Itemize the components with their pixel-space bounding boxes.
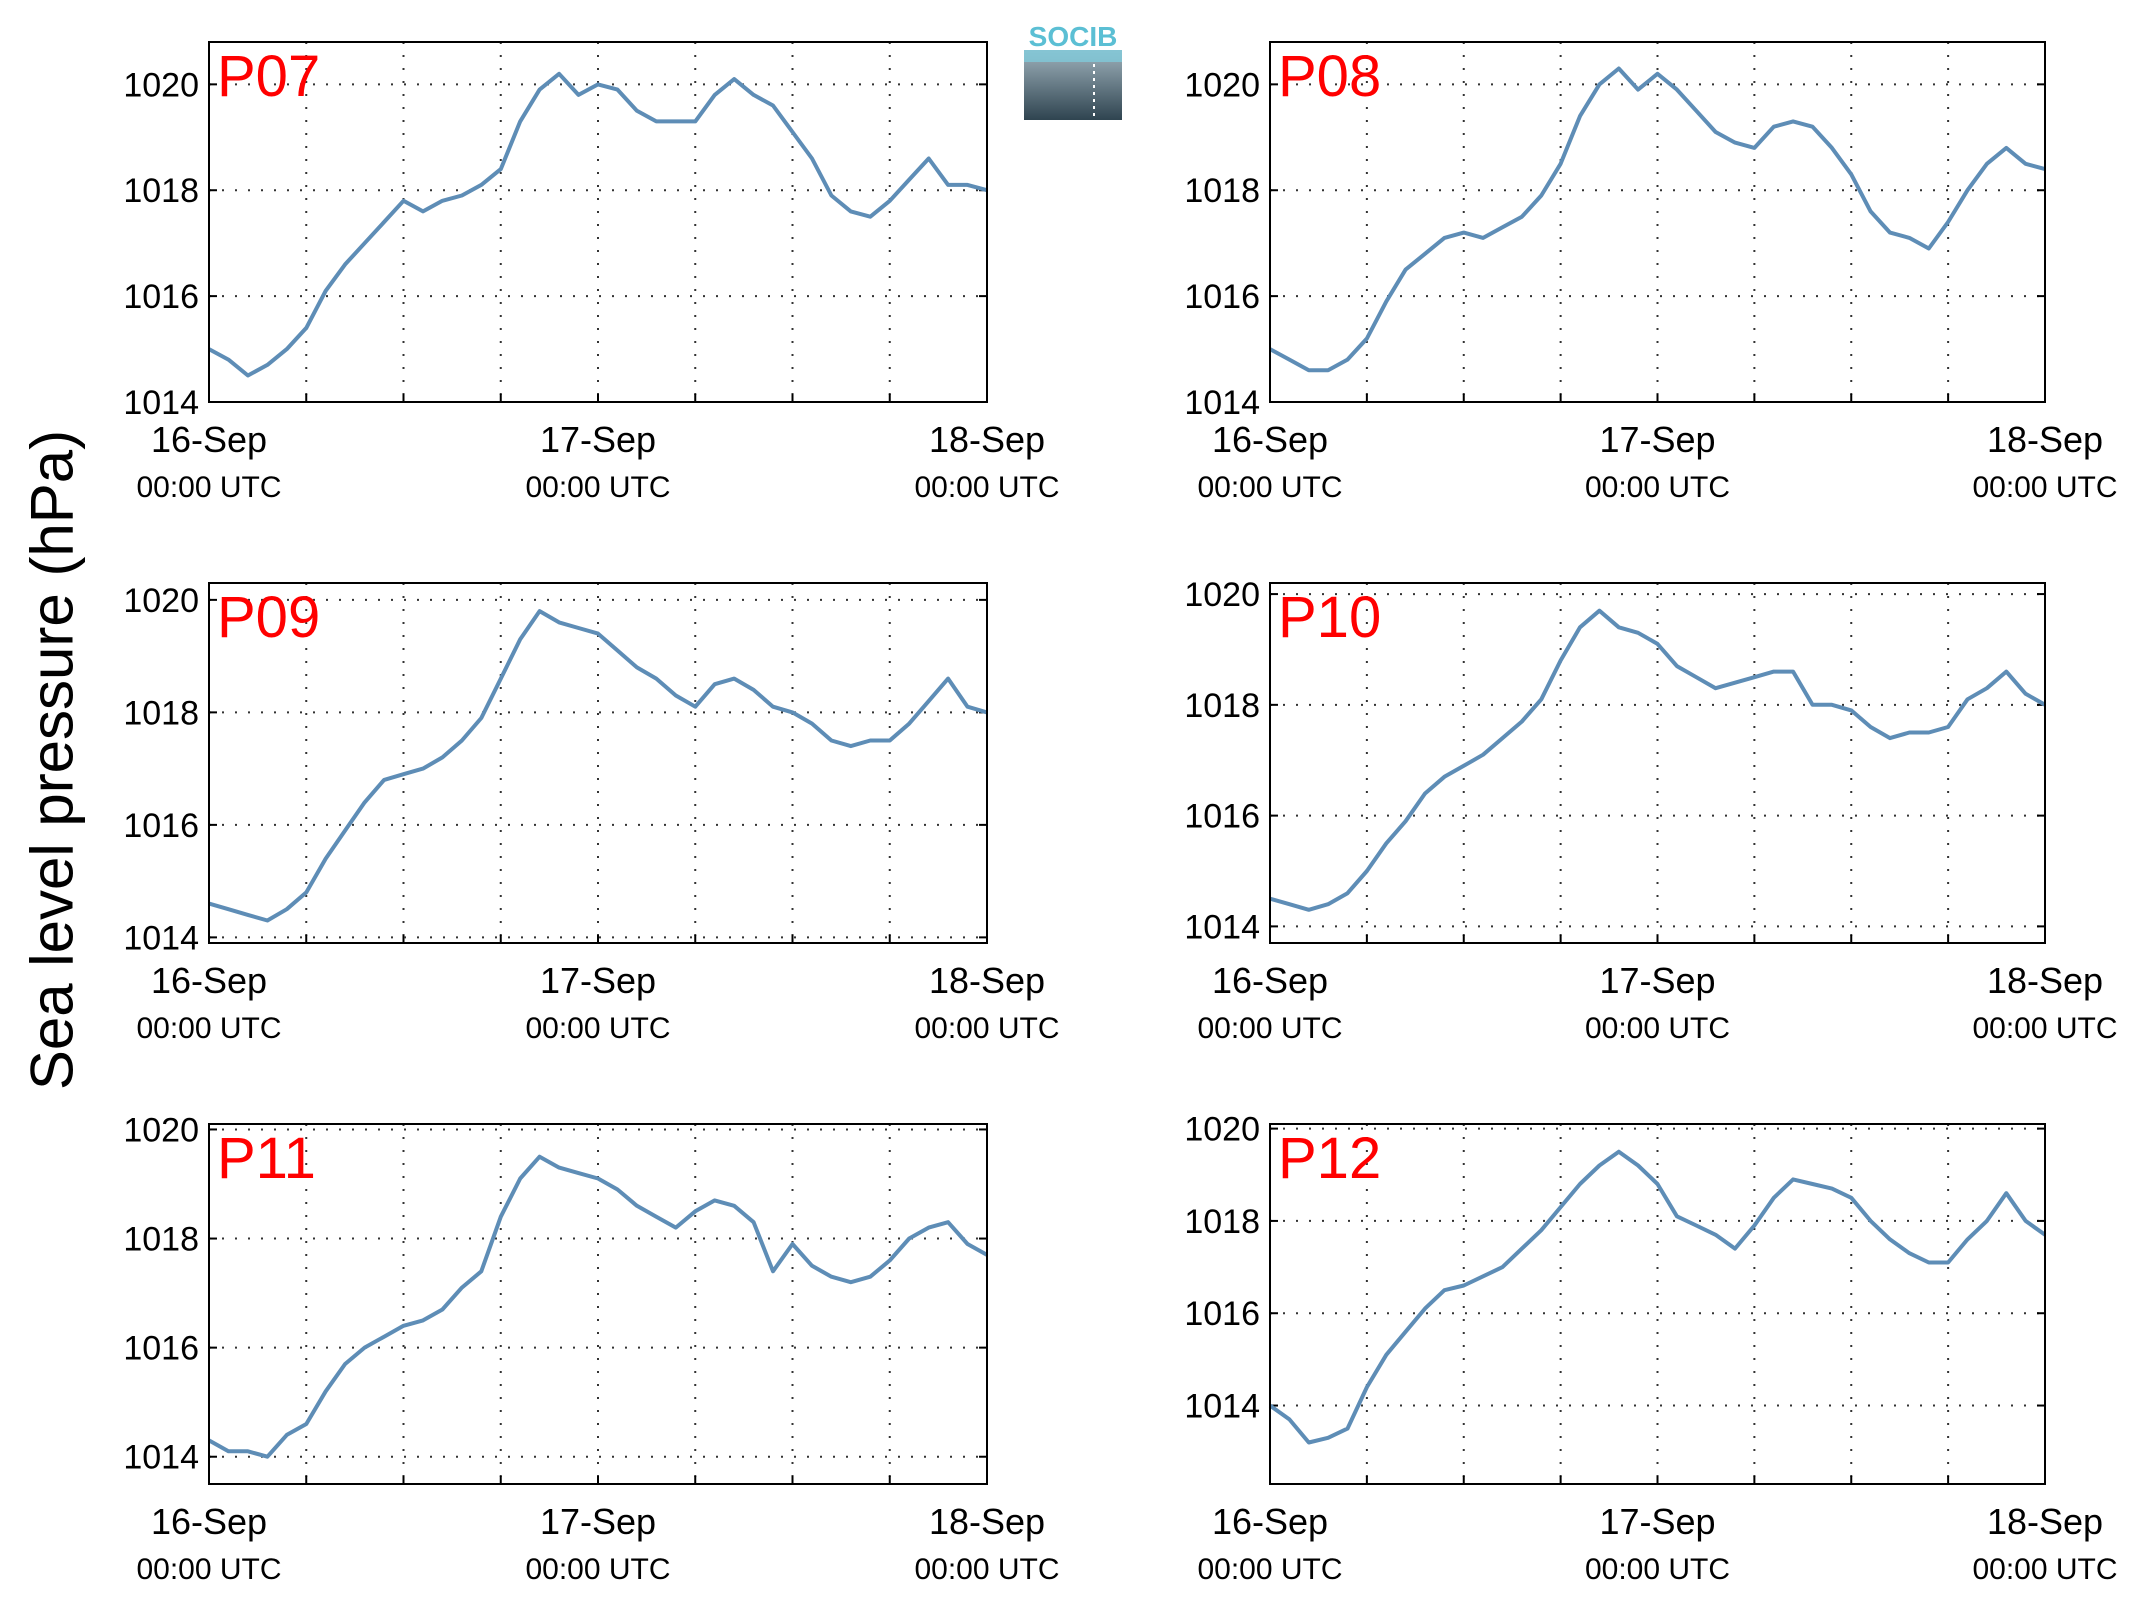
- panel-p08: 1014 1016 1018 1020 16-Sep 00:00 UTC 17-Sep 00:…: [1184, 41, 2118, 504]
- y-tick-label: 1016: [123, 1330, 199, 1368]
- y-tick-label: 1020: [1184, 66, 1260, 104]
- x-tick-label-time: 00:00 UTC: [1197, 1012, 1342, 1045]
- panel-p12: 1014 1016 1018 1020 16-Sep 00:00 UTC 17-Sep 00:…: [1184, 1111, 2117, 1586]
- x-tick-label-time: 00:00 UTC: [1972, 471, 2117, 504]
- x-tick-label-date: 17-Sep: [1599, 960, 1715, 1001]
- series-line: [208, 71, 988, 378]
- x-tick-label-time: 00:00 UTC: [136, 471, 281, 504]
- x-tick-label-date: 17-Sep: [540, 960, 656, 1001]
- x-tick-label-date: 16-Sep: [151, 960, 267, 1001]
- y-tick-label: 1018: [1184, 687, 1260, 725]
- x-tick-label-date: 17-Sep: [540, 419, 656, 460]
- x-tick-label-date: 16-Sep: [1212, 960, 1328, 1001]
- x-tick-label-time: 00:00 UTC: [525, 471, 670, 504]
- x-tick-label-time: 00:00 UTC: [1585, 1012, 1730, 1045]
- x-tick-label-date: 18-Sep: [929, 960, 1045, 1001]
- y-tick-label: 1014: [1184, 384, 1260, 422]
- logo-text: SOCIB: [1029, 21, 1118, 52]
- series-line: [1269, 66, 2046, 373]
- x-tick-label-time: 00:00 UTC: [136, 1012, 281, 1045]
- y-tick-label: 1018: [123, 694, 199, 732]
- socib-logo: SOCIB: [1024, 20, 1122, 120]
- axes-frame: [208, 41, 988, 403]
- axes-frame: [1269, 1123, 2046, 1485]
- axes-frame: [1269, 41, 2046, 403]
- panel-p10: 1014 1016 1018 1020 16-Sep 00:00 UTC 17-Sep 00:…: [1184, 576, 2117, 1045]
- x-tick-label-date: 17-Sep: [540, 1501, 656, 1542]
- x-tick-label-time: 00:00 UTC: [914, 1012, 1059, 1045]
- x-tick-label-date: 18-Sep: [929, 419, 1045, 460]
- x-tick-label-time: 00:00 UTC: [525, 1553, 670, 1586]
- x-tick-label-date: 16-Sep: [151, 1501, 267, 1542]
- y-tick-label: 1016: [1184, 278, 1260, 316]
- series-line: [208, 1154, 988, 1459]
- panel-label: P11: [217, 1126, 316, 1191]
- panel-p07: 1014 1016 1018 1020 16-Sep 00:00 UTC 17-Sep 00:…: [123, 41, 1060, 504]
- x-tick-label-date: 16-Sep: [151, 419, 267, 460]
- y-tick-label: 1014: [1184, 1388, 1260, 1426]
- x-tick-label-time: 00:00 UTC: [1197, 471, 1342, 504]
- panel-label: P10: [1278, 585, 1381, 650]
- y-tick-label: 1020: [1184, 1111, 1260, 1149]
- y-tick-label: 1014: [123, 384, 199, 422]
- y-tick-label: 1020: [1184, 576, 1260, 614]
- x-tick-label-time: 00:00 UTC: [525, 1012, 670, 1045]
- x-tick-label-date: 18-Sep: [1987, 960, 2103, 1001]
- y-tick-label: 1014: [123, 919, 199, 957]
- axes-frame: [1269, 582, 2046, 944]
- x-tick-label-date: 18-Sep: [1987, 419, 2103, 460]
- y-tick-label: 1016: [1184, 1295, 1260, 1333]
- panel-label: P08: [1278, 44, 1381, 109]
- y-tick-label: 1016: [1184, 798, 1260, 836]
- y-tick-label: 1018: [123, 172, 199, 210]
- x-tick-label-date: 18-Sep: [1987, 1501, 2103, 1542]
- x-tick-label-date: 17-Sep: [1599, 1501, 1715, 1542]
- socib-logo-graphic: SOCIB: [1024, 21, 1122, 120]
- x-tick-label-time: 00:00 UTC: [914, 471, 1059, 504]
- y-tick-label: 1014: [123, 1439, 199, 1477]
- y-tick-label: 1018: [1184, 172, 1260, 210]
- x-tick-label-date: 17-Sep: [1599, 419, 1715, 460]
- series-line: [1269, 608, 2046, 912]
- x-tick-label-time: 00:00 UTC: [1972, 1012, 2117, 1045]
- y-tick-label: 1018: [1184, 1203, 1260, 1241]
- panel-label: P12: [1278, 1126, 1381, 1191]
- series-line: [208, 609, 988, 923]
- y-tick-label: 1020: [123, 66, 199, 104]
- x-tick-label-time: 00:00 UTC: [1972, 1553, 2117, 1586]
- x-tick-label-date: 16-Sep: [1212, 419, 1328, 460]
- x-tick-label-date: 16-Sep: [1212, 1501, 1328, 1542]
- series-line: [1268, 1149, 2047, 1445]
- axes-frame: [208, 582, 988, 944]
- y-tick-label: 1020: [123, 1111, 199, 1149]
- y-tick-label: 1018: [123, 1221, 199, 1259]
- x-tick-label-time: 00:00 UTC: [1585, 471, 1730, 504]
- y-tick-label: 1016: [123, 278, 199, 316]
- y-tick-label: 1020: [123, 582, 199, 620]
- x-tick-label-time: 00:00 UTC: [1197, 1553, 1342, 1586]
- y-tick-label: 1014: [1184, 908, 1260, 946]
- panel-p11: 1014 1016 1018 1020 16-Sep 00:00 UTC 17-Sep 00:…: [123, 1111, 1059, 1586]
- x-tick-label-time: 00:00 UTC: [136, 1553, 281, 1586]
- x-tick-label-date: 18-Sep: [929, 1501, 1045, 1542]
- y-tick-label: 1016: [123, 807, 199, 845]
- panel-label: P07: [217, 44, 320, 109]
- x-tick-label-time: 00:00 UTC: [914, 1553, 1059, 1586]
- panel-p09: 1014 1016 1018 1020 16-Sep 00:00 UTC 17-Sep 00:…: [123, 582, 1059, 1045]
- axes-frame: [208, 1123, 988, 1485]
- panel-label: P09: [217, 585, 320, 650]
- x-tick-label-time: 00:00 UTC: [1585, 1553, 1730, 1586]
